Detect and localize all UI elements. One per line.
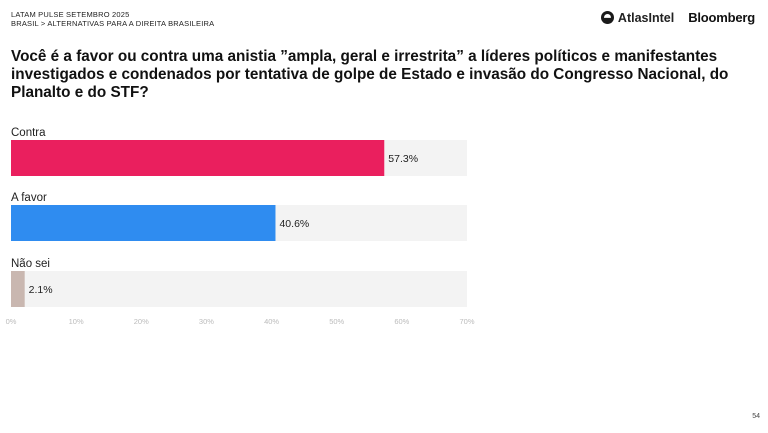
x-tick-label: 30% <box>199 317 214 326</box>
x-tick-label: 70% <box>459 317 474 326</box>
value-label-a-favor: 40.6% <box>279 218 309 230</box>
atlasintel-logo: AtlasIntel <box>600 10 675 25</box>
x-tick-label: 40% <box>264 317 279 326</box>
page-number: 54 <box>752 413 760 420</box>
value-label-contra: 57.3% <box>388 153 418 165</box>
bloomberg-logo: Bloomberg <box>688 10 755 25</box>
survey-title: LATAM PULSE SETEMBRO 2025 <box>11 10 130 19</box>
category-label-contra: Contra <box>11 127 46 139</box>
x-tick-label: 0% <box>6 317 17 326</box>
breadcrumb: BRASIL > ALTERNATIVAS PARA A DIREITA BRA… <box>11 19 215 28</box>
x-tick-label: 20% <box>134 317 149 326</box>
logo-group: AtlasIntel Bloomberg <box>600 10 755 25</box>
bar-a-favor <box>11 205 276 241</box>
question-title: Você é a favor ou contra uma anistia ”am… <box>11 48 729 101</box>
x-tick-label: 50% <box>329 317 344 326</box>
bar-track-nao-sei <box>11 271 467 307</box>
value-label-nao-sei: 2.1% <box>29 284 53 296</box>
bar-nao-sei <box>11 271 25 307</box>
x-tick-label: 60% <box>394 317 409 326</box>
atlasintel-logo-text: AtlasIntel <box>617 10 675 25</box>
bar-contra <box>11 140 385 176</box>
x-tick-label: 10% <box>69 317 84 326</box>
category-label-nao-sei: Não sei <box>11 258 50 270</box>
category-label-a-favor: A favor <box>11 192 47 204</box>
atlasintel-mark-icon <box>600 11 614 24</box>
